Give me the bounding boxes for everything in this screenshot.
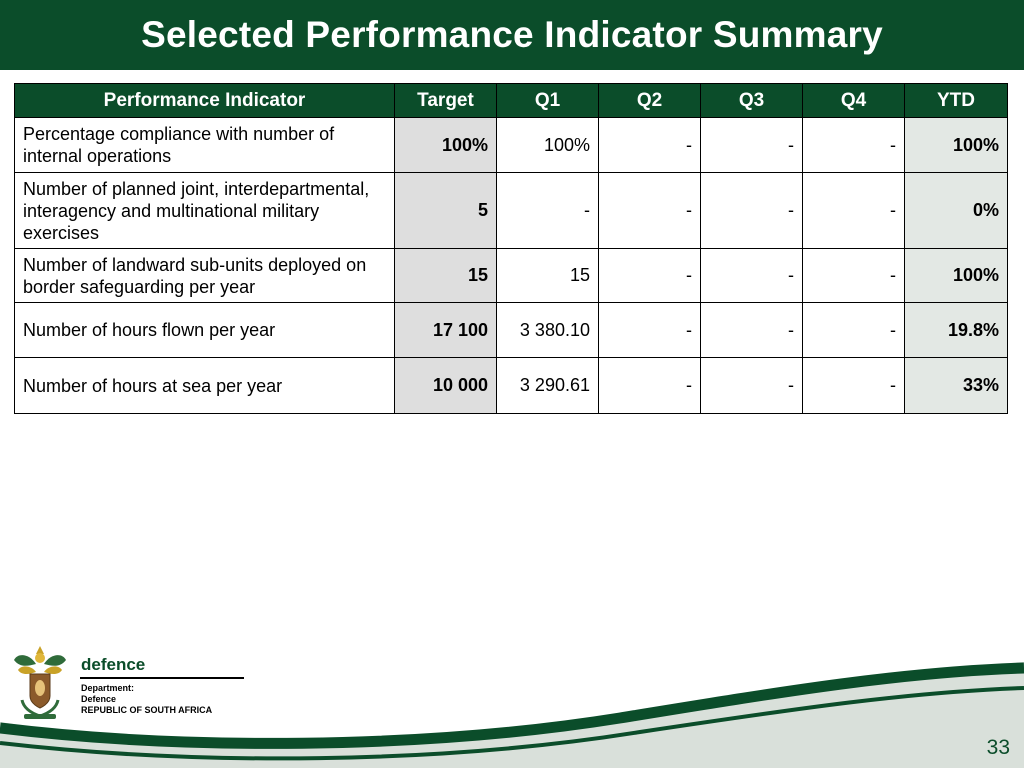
q2-cell: - (598, 357, 701, 414)
department-name: Defence (81, 694, 117, 704)
q3-cell: - (700, 302, 803, 358)
table-row: Number of landward sub-units deployed on… (14, 248, 1008, 303)
target-cell: 17 100 (394, 302, 497, 358)
target-cell: 5 (394, 172, 497, 249)
q1-cell: 100% (496, 117, 599, 173)
table-row: Number of hours at sea per year 10 000 3… (14, 357, 1008, 414)
indicator-cell: Number of hours at sea per year (14, 357, 395, 414)
q4-cell: - (802, 302, 905, 358)
q2-cell: - (598, 302, 701, 358)
table-header-row: Performance Indicator Target Q1 Q2 Q3 Q4… (14, 83, 1008, 118)
ytd-cell: 33% (904, 357, 1008, 414)
ytd-cell: 100% (904, 248, 1008, 303)
q3-cell: - (700, 172, 803, 249)
q3-cell: - (700, 117, 803, 173)
page-number: 33 (986, 736, 1010, 759)
q3-cell: - (700, 357, 803, 414)
q4-cell: - (802, 117, 905, 173)
q2-cell: - (598, 117, 701, 173)
q4-cell: - (802, 248, 905, 303)
footer-wave-decoration (0, 662, 1024, 768)
q4-cell: - (802, 357, 905, 414)
q1-cell: - (496, 172, 599, 249)
ytd-cell: 100% (904, 117, 1008, 173)
q2-cell: - (598, 172, 701, 249)
target-cell: 15 (394, 248, 497, 303)
coat-of-arms-icon (14, 646, 66, 719)
header-ytd: YTD (904, 83, 1008, 118)
table-row: Number of hours flown per year 17 100 3 … (14, 302, 1008, 358)
target-cell: 100% (394, 117, 497, 173)
q3-cell: - (700, 248, 803, 303)
q1-cell: 3 380.10 (496, 302, 599, 358)
header-q1: Q1 (496, 83, 599, 118)
indicator-cell: Number of landward sub-units deployed on… (14, 248, 395, 303)
title-bar: Selected Performance Indicator Summary (0, 0, 1024, 70)
q2-cell: - (598, 248, 701, 303)
ytd-cell: 0% (904, 172, 1008, 249)
brand-divider (80, 677, 244, 679)
q4-cell: - (802, 172, 905, 249)
header-target: Target (394, 83, 497, 118)
ytd-cell: 19.8% (904, 302, 1008, 358)
q1-cell: 15 (496, 248, 599, 303)
header-q2: Q2 (598, 83, 701, 118)
header-q3: Q3 (700, 83, 803, 118)
header-performance-indicator: Performance Indicator (14, 83, 395, 118)
slide-title: Selected Performance Indicator Summary (141, 14, 883, 55)
indicator-cell: Number of planned joint, interdepartment… (14, 172, 395, 249)
target-cell: 10 000 (394, 357, 497, 414)
table-row: Number of planned joint, interdepartment… (14, 172, 1008, 249)
indicator-cell: Number of hours flown per year (14, 302, 395, 358)
indicator-cell: Percentage compliance with number of int… (14, 117, 395, 173)
header-q4: Q4 (802, 83, 905, 118)
department-label: Department: (81, 683, 135, 693)
table-row: Percentage compliance with number of int… (14, 117, 1008, 173)
performance-indicator-table: Performance Indicator Target Q1 Q2 Q3 Q4… (14, 83, 1008, 414)
country-name: REPUBLIC OF SOUTH AFRICA (81, 705, 213, 715)
brand-name: defence (81, 655, 146, 674)
q1-cell: 3 290.61 (496, 357, 599, 414)
